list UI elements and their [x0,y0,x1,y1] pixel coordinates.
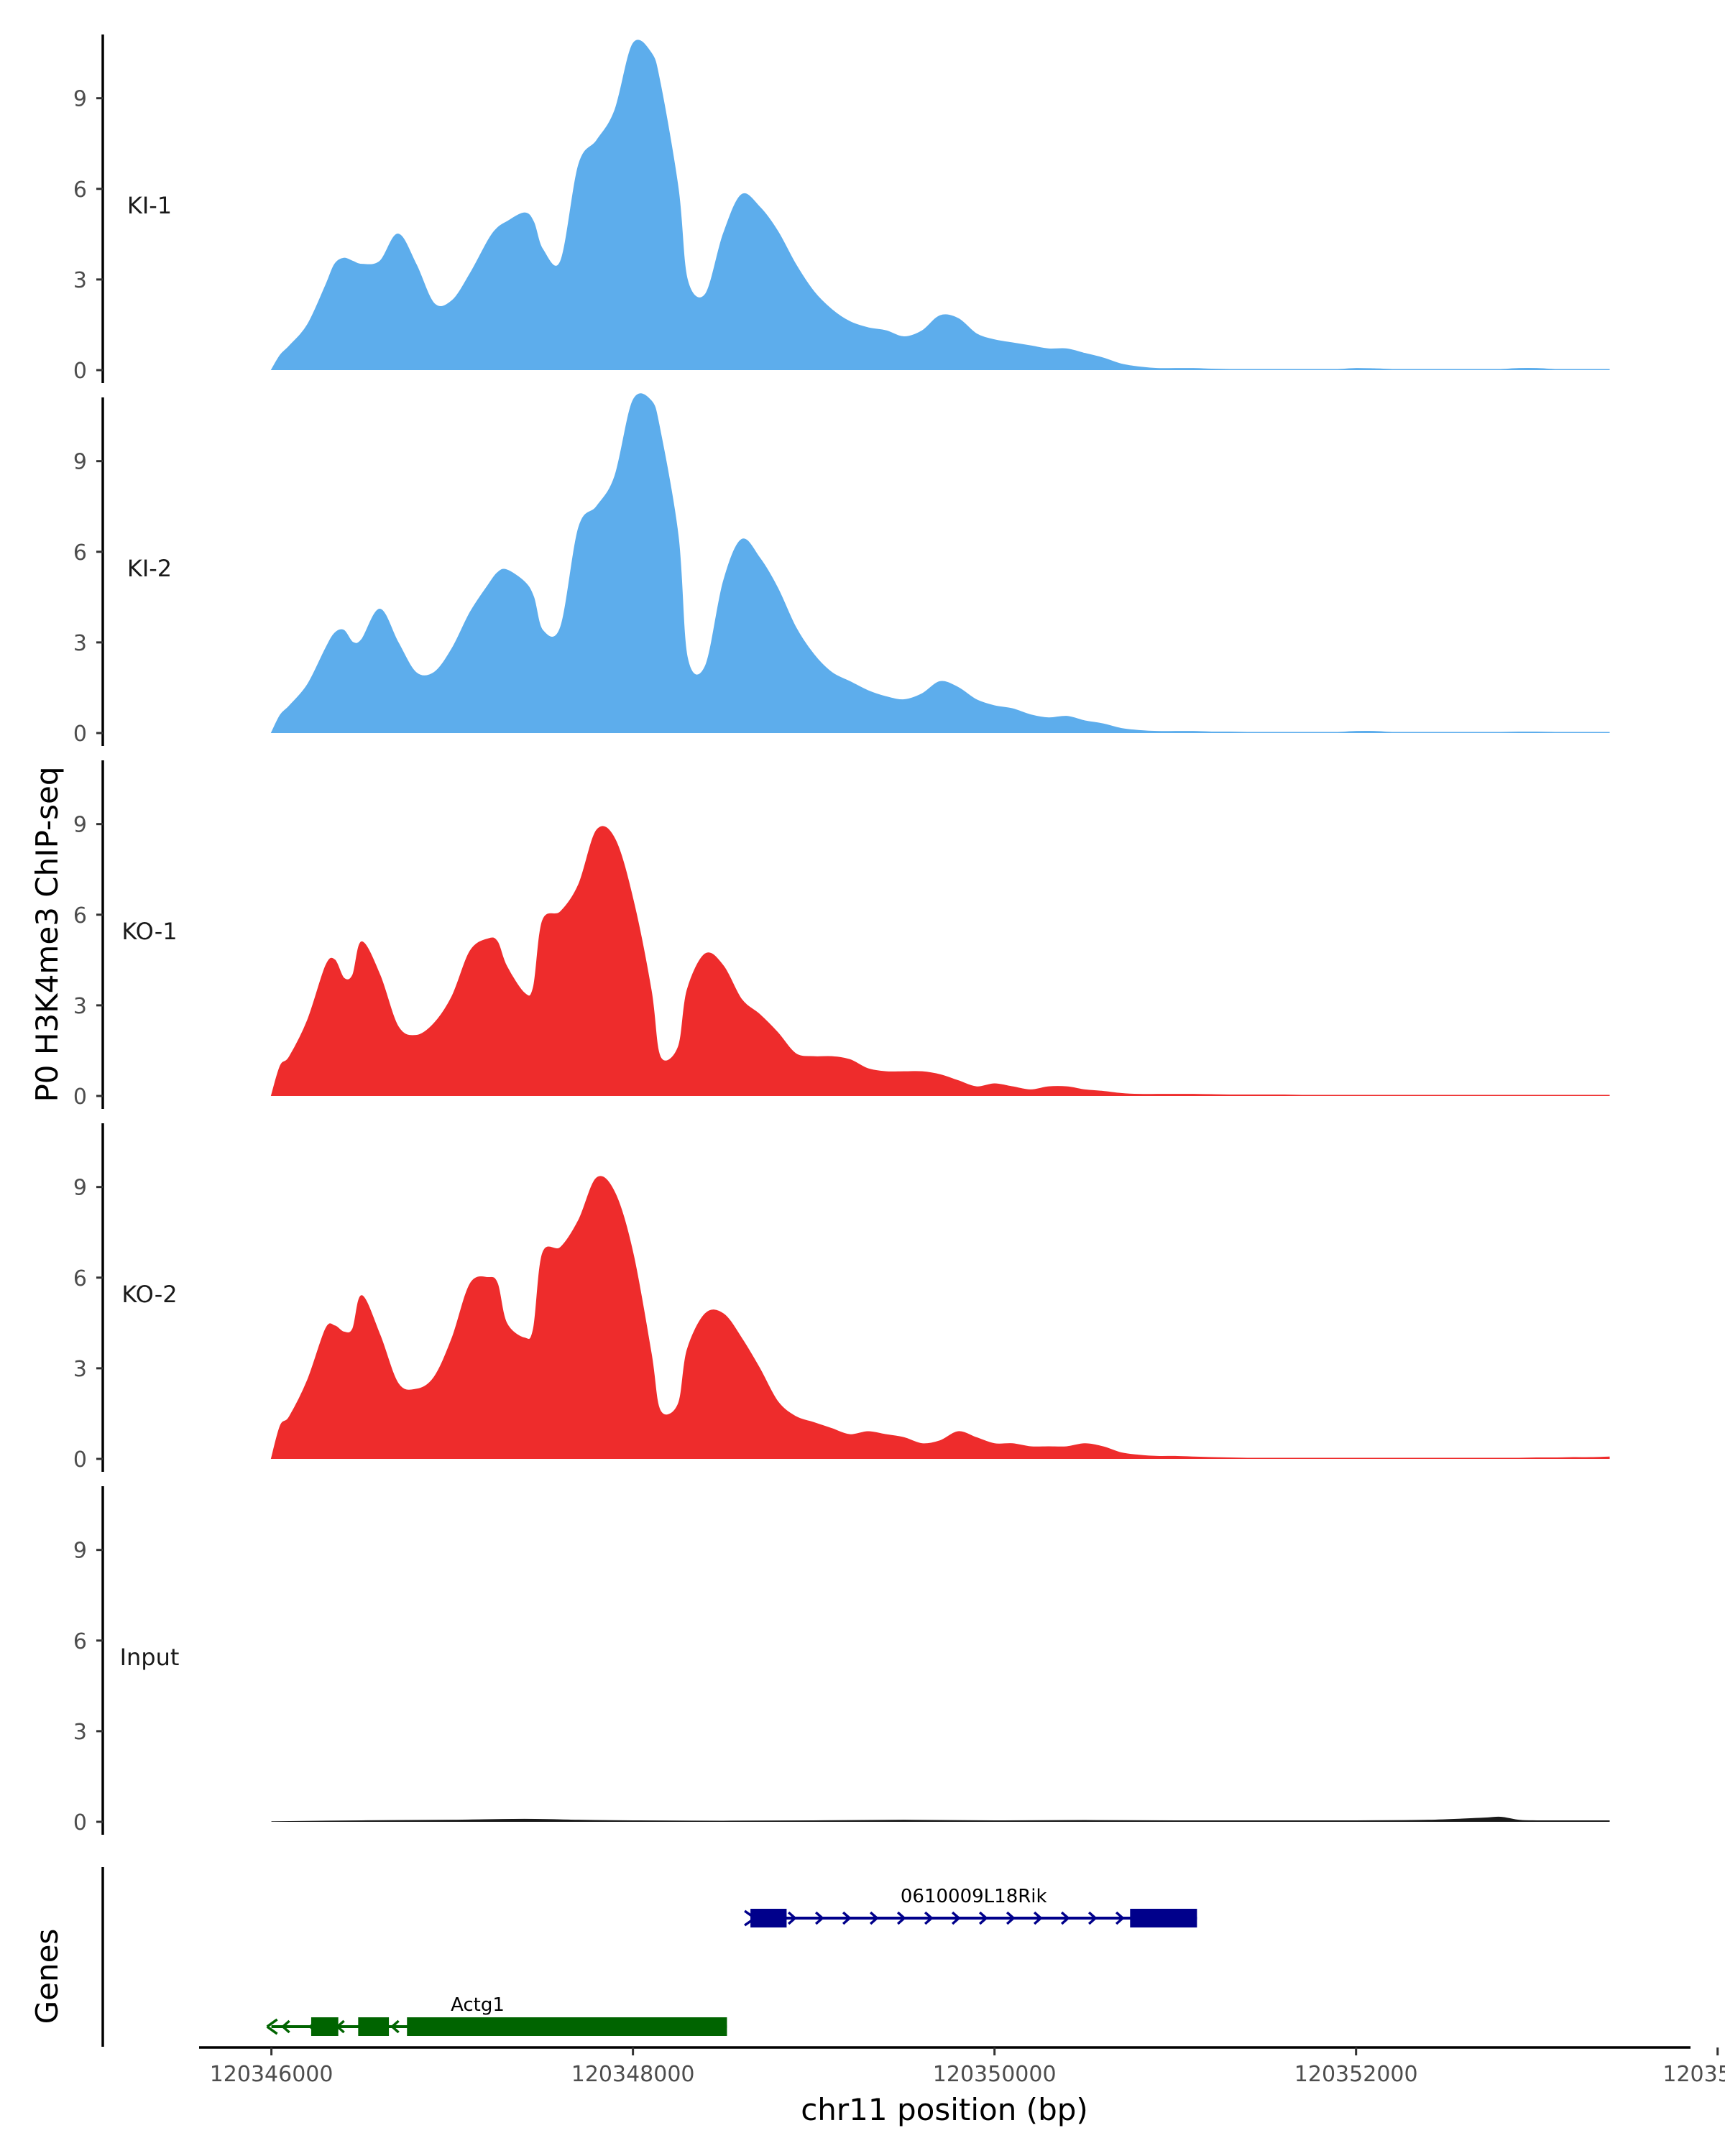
y-tick-label: 6 [73,540,87,566]
x-tick-label: 120352000 [1294,2062,1418,2087]
track-input: 0 3 6 9 Input [73,1486,1610,1835]
gene-exon [310,2017,339,2036]
gene-exon [1130,1909,1197,1927]
y-tick-label: 9 [73,87,87,112]
gene-label-0610009l18rik: 0610009L18Rik [901,1886,1047,1907]
gene-actg1: Actg1 [266,1994,727,2036]
strand-chevron [978,1911,988,1925]
gene-exon [358,2017,390,2036]
track-label-ko-1: KO-1 [121,918,177,945]
strand-chevron [1033,1911,1043,1925]
coverage-area-ki-2 [270,393,1610,733]
strand-chevron [951,1911,961,1925]
strand-chevron [390,2019,400,2034]
x-tick-label: 120348000 [571,2062,695,2087]
y-tick-label: 6 [73,903,87,929]
y-tick-label: 9 [73,813,87,838]
y-tick-label: 9 [73,1176,87,1201]
strand-chevron [787,1911,797,1925]
strand-chevron [1087,1911,1098,1925]
coverage-area-ko-1 [270,826,1610,1096]
track-ko-1: 0 3 6 9 KO-1 [73,760,1610,1110]
strand-chevron [842,1911,852,1925]
y-tick-label: 3 [73,268,87,293]
track-ki-2: 0 3 6 9 KI-2 [73,393,1610,747]
strand-chevron [280,2019,290,2034]
track-ki-1: 0 3 6 9 KI-1 [73,34,1610,384]
strand-chevron [814,1911,824,1925]
track-label-ko-2: KO-2 [121,1281,177,1308]
x-axis-title: chr11 position (bp) [801,2092,1088,2127]
strand-chevron [1115,1911,1125,1925]
y-tick-label: 3 [73,1357,87,1382]
track-label-ki-1: KI-1 [127,192,172,219]
x-tick-label: 120346000 [210,2062,334,2087]
track-ko-2: 0 3 6 9 KO-2 [73,1123,1610,1473]
y-tick-label: 6 [73,1629,87,1654]
genes-panel: 0610009L18Rik Actg1 [101,1867,1197,2047]
y-axis-title: P0 H3K4me3 ChIP-seq [29,766,65,1102]
y-tick-label: 3 [73,1720,87,1745]
x-axis: 120346000 120348000 120350000 120352000 1203… [199,2046,1725,2087]
x-tick-label: 12035400 [1662,2062,1725,2087]
y-tick-label: 0 [73,359,87,384]
y-tick-label: 9 [73,450,87,475]
gene-exon [407,2017,727,2036]
strand-chevron [1006,1911,1016,1925]
coverage-area-ko-2 [270,1176,1610,1459]
x-tick-label: 120350000 [933,2062,1057,2087]
y-tick-label: 3 [73,631,87,656]
y-tick-label: 9 [73,1539,87,1564]
strand-chevron [924,1911,934,1925]
y-tick-label: 0 [73,1447,87,1473]
y-tick-label: 0 [73,722,87,747]
track-label-input: Input [120,1644,180,1671]
track-label-ki-2: KI-2 [127,555,172,582]
strand-chevron [896,1911,906,1925]
gene-exon [750,1909,787,1927]
y-tick-label: 6 [73,178,87,203]
y-tick-label: 0 [73,1084,87,1110]
y-tick-label: 6 [73,1266,87,1291]
genes-axis-title: Genes [29,1929,65,2024]
coverage-area-input [271,1816,1610,1822]
gene-0610009l18rik: 0610009L18Rik [744,1886,1197,1927]
coverage-area-ki-1 [270,40,1610,370]
strand-chevron [869,1911,879,1925]
y-tick-label: 0 [73,1810,87,1835]
gene-label-actg1: Actg1 [451,1994,505,2016]
strand-arrow [266,2018,278,2035]
y-tick-label: 3 [73,994,87,1019]
coverage-tracks: 0 3 6 9 KI-1 0 3 6 9 KI-2 0 3 6 9 KO-1 0 3 6 9 KO-2 0 3 6 9 Inpu… [73,34,1610,1835]
strand-chevron [1060,1911,1070,1925]
